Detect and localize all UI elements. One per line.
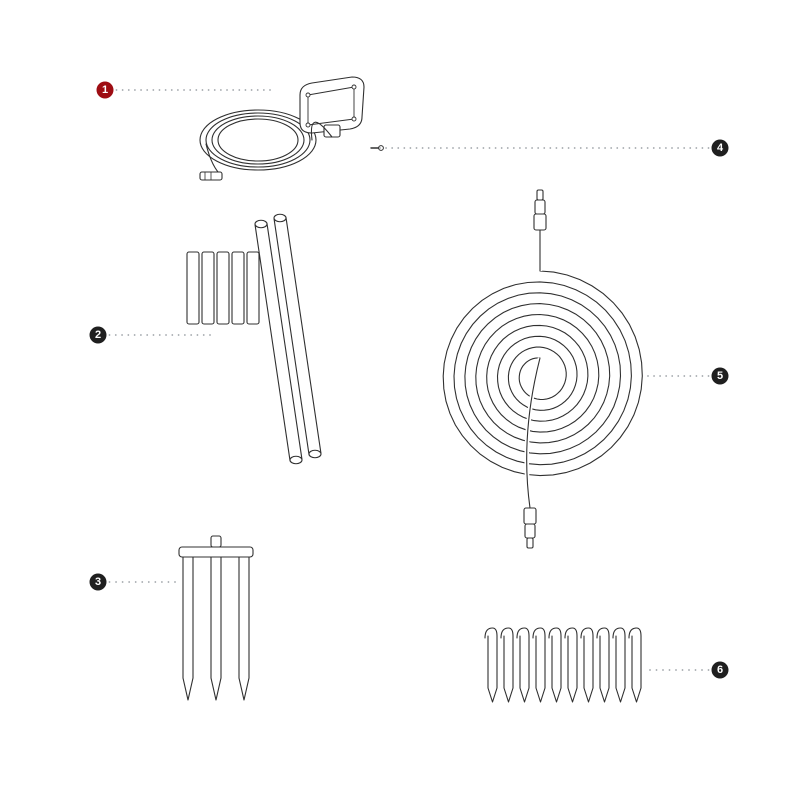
- callout-badge-2: 2: [90, 327, 107, 344]
- part-poles: [187, 214, 321, 464]
- callout-label: 4: [717, 142, 724, 154]
- part-extension-cable: [443, 190, 642, 548]
- part-pegs: [485, 628, 641, 702]
- callout-label: 1: [102, 84, 108, 96]
- callout-label: 6: [717, 664, 723, 676]
- callout-label: 3: [95, 576, 101, 588]
- part-sensor-head: [200, 77, 364, 180]
- callout-badge-4: 4: [712, 140, 729, 157]
- callout-badge-1: 1: [97, 82, 114, 99]
- callout-badge-6: 6: [712, 662, 729, 679]
- callout-label: 2: [95, 329, 101, 341]
- part-screw: [371, 146, 383, 151]
- part-ground-stake: [179, 536, 253, 700]
- callout-badge-3: 3: [90, 574, 107, 591]
- callout-label: 5: [717, 370, 723, 382]
- callout-badge-5: 5: [712, 368, 729, 385]
